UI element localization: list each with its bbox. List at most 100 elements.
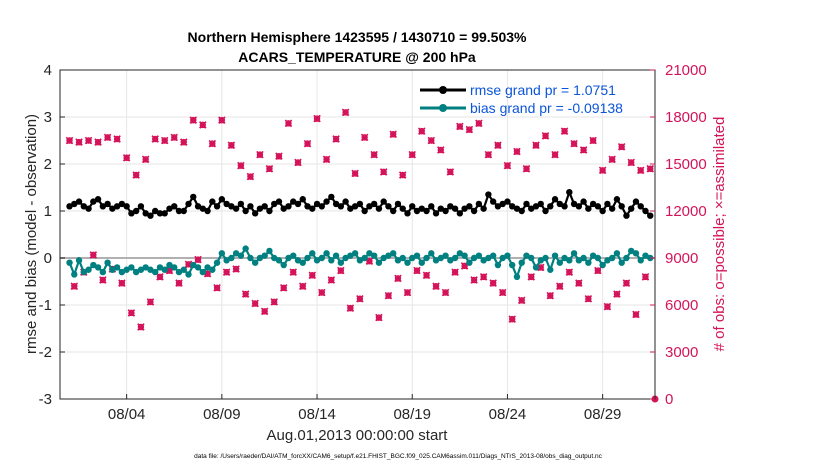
bias-point [632, 250, 640, 257]
rmse-point [542, 207, 549, 215]
rmse-point [213, 203, 221, 210]
right-y-tick-label: 15000 [665, 156, 707, 173]
rmse-point [404, 210, 411, 217]
bias-point [223, 257, 230, 264]
rmse-point [290, 198, 297, 205]
bias-point [628, 247, 635, 255]
obs_assimilated-marker [304, 141, 311, 148]
rmse-point [409, 203, 416, 210]
bias-point [470, 254, 478, 262]
rmse-point [451, 205, 459, 212]
obs_assimilated-marker [295, 160, 301, 167]
obs_assimilated-marker [356, 296, 363, 303]
obs_assimilated-marker [609, 157, 616, 163]
right-y-axis-ticks: 0 3000 6000 9000 12000 15000 18000 21000 [650, 62, 707, 408]
rmse-point [504, 198, 511, 205]
bias-point [466, 259, 473, 266]
bias-point [361, 254, 368, 262]
bias-point [504, 252, 511, 259]
bias-point [585, 259, 592, 266]
bias-series [66, 245, 654, 280]
rmse-point [204, 207, 211, 215]
rmse-point [428, 203, 435, 210]
bias-point [347, 252, 354, 259]
obs_assimilated-marker [218, 118, 225, 124]
bias-point [404, 259, 411, 266]
obs_assimilated-marker [190, 118, 197, 124]
obs_assimilated-marker [161, 138, 168, 145]
bias-point [409, 254, 416, 262]
left-y-tick-label: -2 [39, 344, 52, 361]
obs_assimilated-marker [214, 285, 220, 292]
right-y-tick-label: 6000 [665, 297, 698, 314]
obs_assimilated-marker [480, 274, 487, 281]
bias-point [342, 254, 349, 262]
obs_assimilated-marker [423, 273, 430, 279]
rmse-point [518, 207, 525, 215]
bias-point [528, 254, 535, 262]
rmse-point [432, 210, 440, 217]
rmse-point [142, 210, 149, 217]
rmse-point [632, 198, 640, 205]
rmse-point [190, 193, 197, 201]
obs_assimilated-marker [361, 135, 368, 142]
obs_assimilated-marker [138, 324, 144, 331]
bias-point [447, 257, 454, 264]
bias-point [213, 259, 221, 266]
rmse-point [537, 200, 544, 208]
bias-point [399, 254, 406, 262]
rmse-point [442, 207, 449, 215]
rmse-point [166, 205, 173, 212]
obs_assimilated-marker [614, 291, 620, 298]
obs_assimilated-marker [147, 299, 154, 306]
right-y-tick-label: 12000 [665, 203, 707, 220]
bias-point [261, 252, 268, 259]
bias-point [623, 254, 630, 262]
obs_assimilated-marker [585, 296, 592, 303]
bias-point [247, 254, 254, 262]
rmse-point [375, 205, 383, 212]
right-y-axis-label: # of obs: o=possible; ×=assimilated [711, 117, 728, 352]
legend-rmse-marker [439, 86, 447, 94]
rmse-point [585, 205, 592, 212]
rmse-point [118, 200, 126, 208]
obs_assimilated-marker [180, 139, 187, 146]
bias-point [547, 266, 554, 273]
rmse-point [551, 196, 559, 203]
rmse-point [113, 203, 121, 210]
data-file-footnote: data file: /Users/raeder/DAI/ATM_forcXX/… [194, 453, 603, 460]
obs_assimilated-marker [485, 152, 492, 159]
obs_assimilated-marker [285, 121, 292, 127]
right-y-tick-label: 18000 [665, 109, 707, 126]
bias-point [228, 254, 235, 262]
bias-point [256, 254, 264, 262]
x-axis-ticks: 08/04 08/09 08/14 08/19 08/24 08/29 [108, 394, 621, 423]
obs_assimilated-marker [456, 124, 463, 131]
bias-point [599, 261, 606, 269]
rmse-point [251, 210, 259, 217]
rmse-point [437, 205, 444, 212]
rmse-point [242, 207, 249, 215]
obs_assimilated-marker [95, 139, 101, 146]
rmse-point [475, 200, 483, 208]
rmse-point [456, 210, 464, 217]
x-tick-label: 08/14 [298, 406, 336, 423]
rmse-point [123, 203, 130, 210]
left-y-tick-label: 3 [44, 109, 52, 126]
obs_assimilated-marker [414, 268, 420, 275]
obs_assimilated-marker [380, 169, 387, 176]
obs_assimilated-marker [466, 127, 473, 134]
bias-point [637, 257, 644, 264]
obs_assimilated-marker [561, 128, 568, 135]
rmse-point [161, 210, 168, 217]
obs_assimilated-marker [195, 257, 201, 264]
rmse-point [218, 196, 226, 203]
bias-point [566, 257, 573, 264]
obs_assimilated-marker [323, 157, 330, 163]
rmse-point [423, 207, 430, 215]
bias-point [204, 264, 211, 271]
bias-point [432, 257, 440, 264]
obs_assimilated-marker [114, 136, 121, 143]
